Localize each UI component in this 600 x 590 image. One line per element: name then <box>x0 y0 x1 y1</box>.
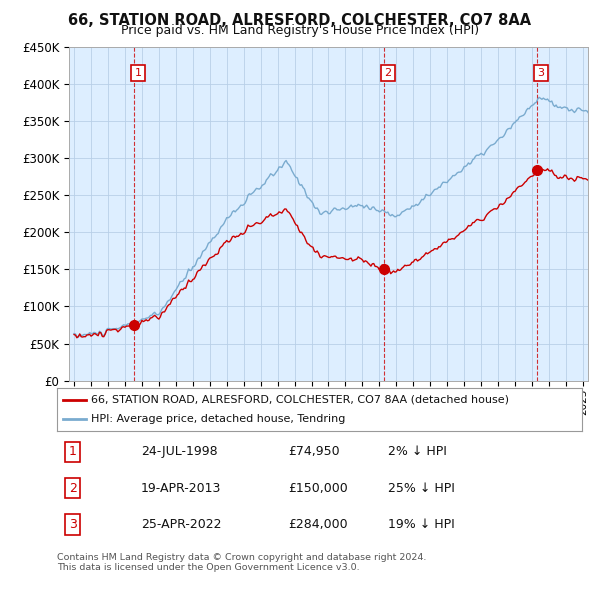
Text: £150,000: £150,000 <box>288 481 348 495</box>
Text: HPI: Average price, detached house, Tendring: HPI: Average price, detached house, Tend… <box>91 414 346 424</box>
Text: 25-APR-2022: 25-APR-2022 <box>141 518 221 531</box>
Text: 25% ↓ HPI: 25% ↓ HPI <box>388 481 455 495</box>
Text: 66, STATION ROAD, ALRESFORD, COLCHESTER, CO7 8AA: 66, STATION ROAD, ALRESFORD, COLCHESTER,… <box>68 13 532 28</box>
Text: Price paid vs. HM Land Registry's House Price Index (HPI): Price paid vs. HM Land Registry's House … <box>121 24 479 37</box>
Text: £284,000: £284,000 <box>288 518 347 531</box>
Text: 3: 3 <box>537 68 544 78</box>
Text: 19% ↓ HPI: 19% ↓ HPI <box>388 518 455 531</box>
Text: This data is licensed under the Open Government Licence v3.0.: This data is licensed under the Open Gov… <box>57 563 359 572</box>
Text: 2: 2 <box>69 481 77 495</box>
Text: 24-JUL-1998: 24-JUL-1998 <box>141 445 218 458</box>
Text: 1: 1 <box>69 445 77 458</box>
Text: Contains HM Land Registry data © Crown copyright and database right 2024.: Contains HM Land Registry data © Crown c… <box>57 553 427 562</box>
Text: 1: 1 <box>134 68 142 78</box>
Text: £74,950: £74,950 <box>288 445 340 458</box>
Text: 19-APR-2013: 19-APR-2013 <box>141 481 221 495</box>
Text: 66, STATION ROAD, ALRESFORD, COLCHESTER, CO7 8AA (detached house): 66, STATION ROAD, ALRESFORD, COLCHESTER,… <box>91 395 509 405</box>
Text: 3: 3 <box>69 518 77 531</box>
Text: 2: 2 <box>385 68 391 78</box>
Text: 2% ↓ HPI: 2% ↓ HPI <box>388 445 446 458</box>
